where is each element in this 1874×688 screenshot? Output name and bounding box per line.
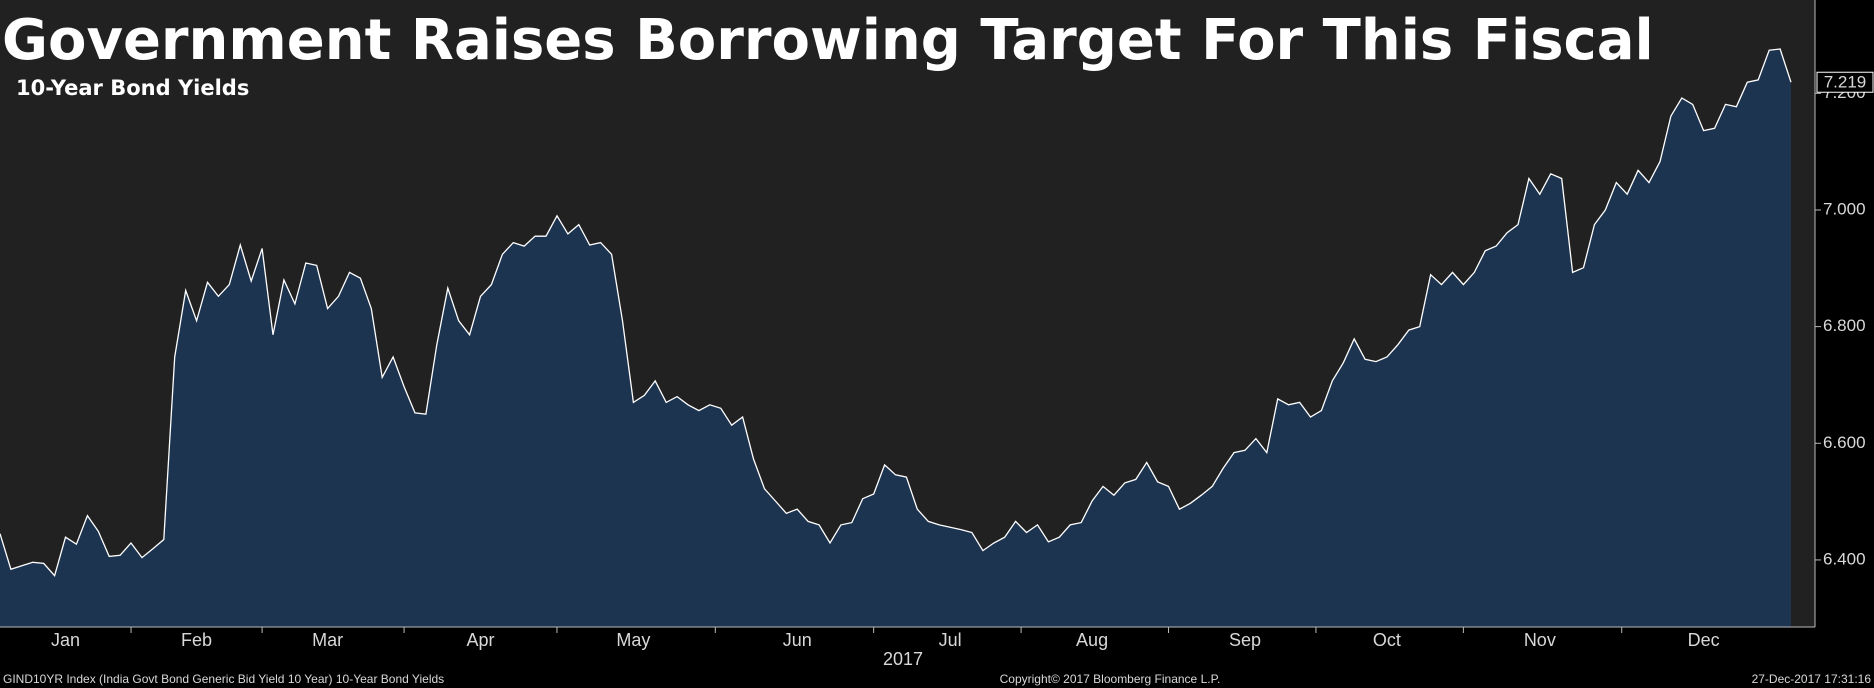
line [0,48,1792,578]
area [0,49,1791,627]
copyright: Copyright© 2017 Bloomberg Finance L.P. [1000,672,1221,686]
x-tick-label: Feb [181,630,212,650]
x-tick-label: Oct [1373,630,1401,650]
plot [0,48,1792,627]
timestamp: 27-Dec-2017 17:31:16 [1752,672,1872,686]
x-tick-label: May [616,630,650,650]
x-tick-label: Jun [783,630,812,650]
y-tick-label: 6.400 [1823,549,1866,568]
y-tick-label: 6.800 [1823,316,1866,335]
x-tick-label: Jul [939,630,962,650]
last-value-box [1816,71,1874,93]
x-tick-label: Dec [1688,630,1720,650]
y-tick-label: 7.000 [1823,199,1866,218]
y-tick-label: 6.600 [1823,433,1866,452]
x-tick-label: Jan [51,630,80,650]
chart-subtitle: 10-Year Bond Yields [16,76,249,100]
x-tick-label: Nov [1524,630,1556,650]
x-tick-label: Apr [467,630,495,650]
x-tick-label: Sep [1229,630,1261,650]
chart-title: Government Raises Borrowing Target For T… [2,8,1654,73]
axis-strip [1815,0,1874,627]
x-tick-label: Mar [312,630,343,650]
x-axis-label: 2017 [883,649,923,669]
source-note: GIND10YR Index (India Govt Bond Generic … [3,672,444,686]
x-tick-label: Aug [1076,630,1108,650]
axis-strip [0,627,1874,688]
last-value-label: 7.219 [1824,73,1867,92]
